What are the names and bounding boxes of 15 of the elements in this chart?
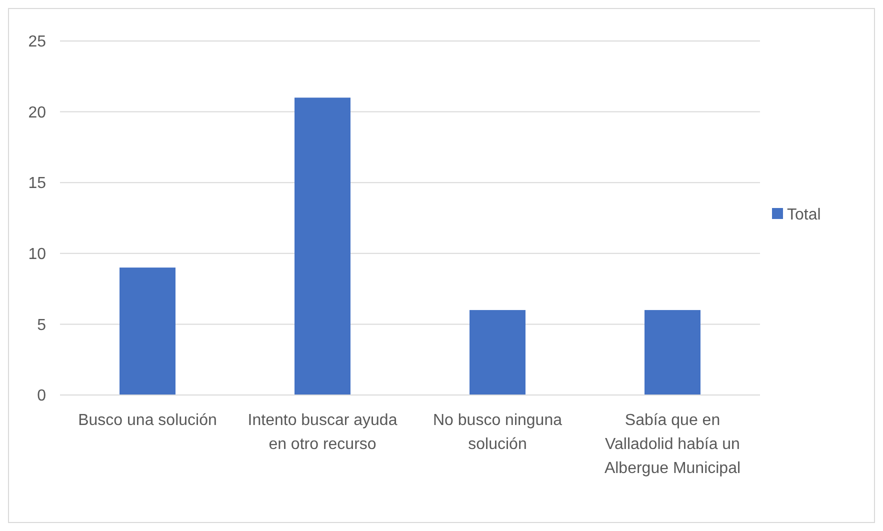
legend-label: Total (787, 206, 821, 224)
y-tick-label: 15 (28, 175, 46, 192)
y-tick-label: 5 (37, 316, 46, 334)
bar (470, 310, 526, 395)
x-tick-label: Intento buscar ayuda en otro recurso (248, 412, 398, 453)
y-tick-label: 20 (28, 104, 46, 122)
x-tick-label: Busco una solución (78, 412, 217, 429)
y-tick-label: 25 (28, 34, 46, 51)
y-tick-label: 10 (28, 246, 46, 263)
bar (294, 98, 350, 395)
bar (120, 268, 176, 395)
x-tick-label: No busco ninguna solución (433, 412, 562, 453)
x-tick-label: Sabía que en Valladolid había un Albergue Municipal (604, 412, 741, 477)
y-tick-label: 0 (37, 388, 46, 405)
bar (644, 310, 700, 395)
